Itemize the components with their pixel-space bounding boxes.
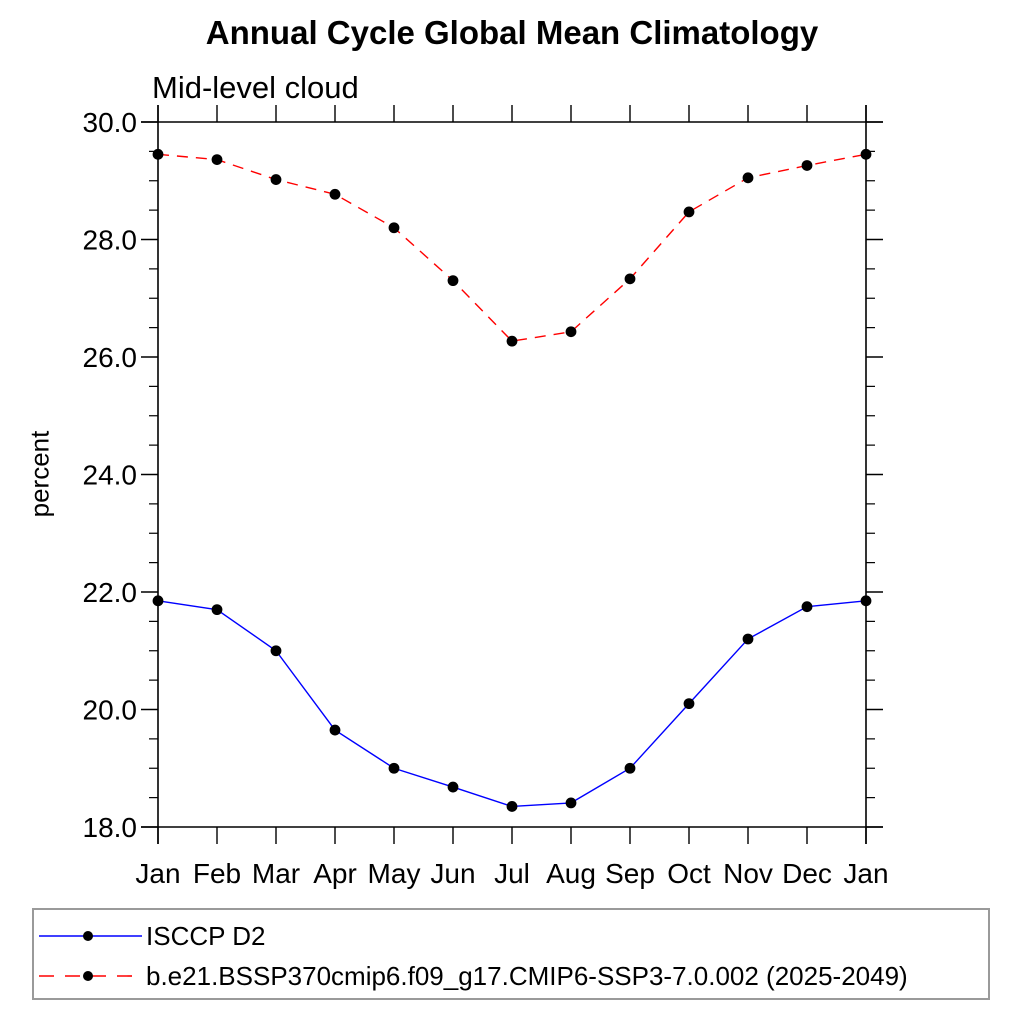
x-tick-label: Dec — [782, 858, 832, 889]
data-point-marker — [211, 154, 223, 166]
series-line-0 — [157, 600, 867, 808]
y-tick-label: 18.0 — [83, 812, 138, 843]
data-point-marker — [447, 781, 459, 793]
y-tick-label: 24.0 — [83, 460, 138, 491]
x-tick-label: Mar — [252, 858, 300, 889]
data-point-marker — [801, 160, 813, 171]
y-tick-label: 28.0 — [83, 225, 138, 256]
legend-sample-solid-line — [39, 931, 142, 941]
data-point-marker — [624, 762, 636, 774]
x-tick-label: Oct — [667, 858, 711, 889]
data-point-marker — [683, 206, 695, 218]
x-tick-label: Sep — [605, 858, 655, 889]
y-tick-label: 22.0 — [83, 577, 138, 608]
x-tick-label: Aug — [546, 858, 596, 889]
x-tick-label: Jan — [843, 858, 888, 889]
data-point-marker — [860, 595, 872, 607]
legend-label-model: b.e21.BSSP370cmip6.f09_g17.CMIP6-SSP3-7.… — [146, 960, 908, 991]
data-point-marker — [211, 604, 223, 616]
x-tick-label: Feb — [193, 858, 241, 889]
data-point-marker — [447, 275, 459, 287]
x-tick-label: Apr — [313, 858, 357, 889]
y-tick-label: 26.0 — [83, 342, 138, 373]
data-point-marker — [742, 633, 754, 645]
series-line-1 — [157, 153, 867, 342]
data-point-marker — [388, 222, 400, 234]
data-point-marker — [270, 645, 282, 657]
x-tick-label: May — [368, 858, 421, 889]
legend-entry-model: b.e21.BSSP370cmip6.f09_g17.CMIP6-SSP3-7.… — [38, 960, 908, 991]
x-tick-label: Jul — [494, 858, 530, 889]
legend-marker-dot — [83, 971, 93, 981]
data-point-marker — [329, 188, 341, 200]
data-point-marker — [565, 326, 577, 338]
data-point-marker — [801, 601, 813, 613]
data-point-marker — [565, 797, 577, 809]
legend-marker-dot — [83, 931, 93, 941]
legend-label-isccp: ISCCP D2 — [146, 920, 266, 951]
data-point-marker — [742, 172, 754, 184]
legend-sample-dashed-line — [39, 971, 142, 981]
chart-subtitle: Mid-level cloud — [152, 70, 359, 105]
y-tick-label: 30.0 — [83, 107, 138, 138]
data-point-marker — [506, 335, 518, 347]
chart-title: Annual Cycle Global Mean Climatology — [205, 14, 819, 51]
data-point-marker — [152, 148, 164, 160]
x-tick-label: Jun — [430, 858, 475, 889]
y-tick-label: 20.0 — [83, 695, 138, 726]
data-point-marker — [270, 174, 282, 185]
x-tick-label: Nov — [723, 858, 773, 889]
data-point-marker — [329, 724, 341, 736]
legend-entry-isccp: ISCCP D2 — [38, 920, 266, 951]
data-point-marker — [683, 698, 695, 710]
data-point-marker — [152, 595, 164, 607]
data-point-marker — [860, 148, 872, 160]
data-point-marker — [388, 762, 400, 774]
legend-box: ISCCP D2 b.e21.BSSP370cmip6.f09_g17.CMIP… — [32, 908, 990, 1000]
data-point-marker — [506, 801, 518, 812]
x-tick-label: Jan — [135, 858, 180, 889]
data-point-marker — [624, 273, 636, 285]
